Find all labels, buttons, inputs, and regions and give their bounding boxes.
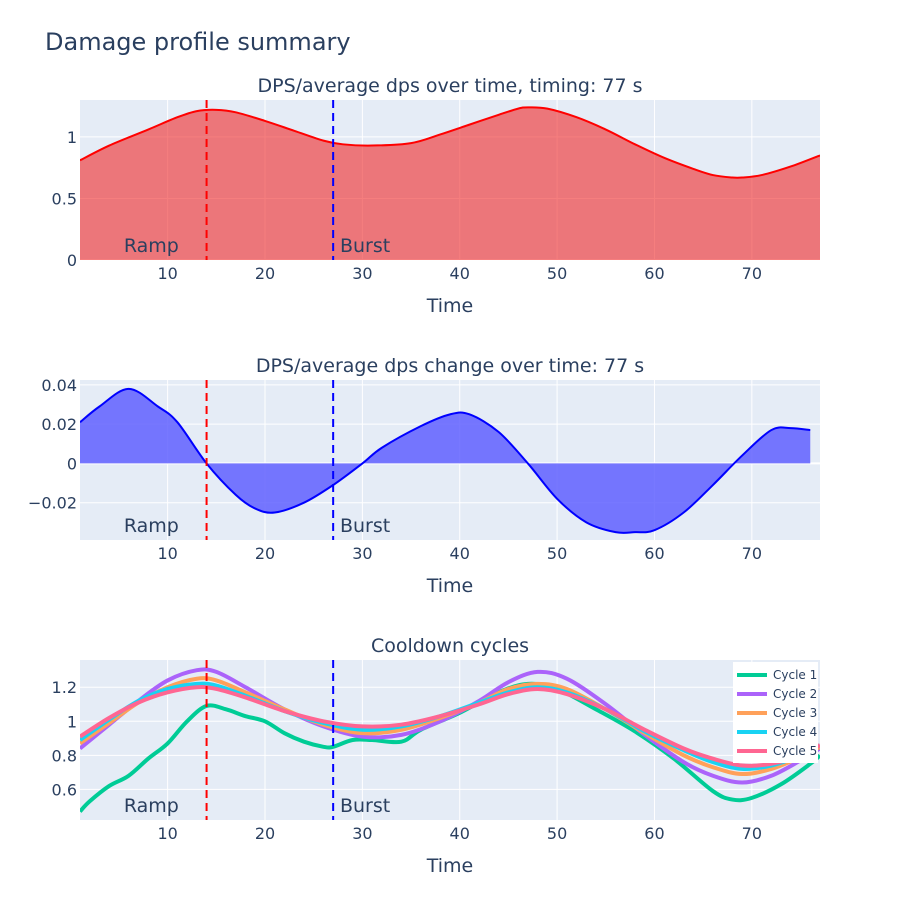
- y-tick-label: 0.04: [41, 376, 77, 395]
- x-tick-label: 30: [352, 264, 372, 283]
- marker-label: Burst: [340, 795, 390, 817]
- legend-label: Cycle 1: [773, 668, 817, 682]
- x-tick-label: 30: [352, 824, 372, 843]
- marker-label: Ramp: [124, 515, 179, 537]
- x-tick-label: 10: [157, 824, 177, 843]
- subplot-1: DPS/average dps over time, timing: 77 s 1…: [52, 75, 820, 317]
- y-tick-label: 0.02: [41, 415, 77, 434]
- y-tick-label: 1: [67, 128, 77, 147]
- figure-title: Damage profile summary: [45, 28, 351, 56]
- x-tick-label: 40: [450, 824, 470, 843]
- x-tick-label: 10: [157, 264, 177, 283]
- y-tick-label: 0.8: [52, 746, 77, 765]
- x-tick-label: 20: [255, 544, 275, 563]
- x-tick-label: 10: [157, 544, 177, 563]
- area-fill: [80, 388, 811, 533]
- x-tick-label: 30: [352, 544, 372, 563]
- legend-label: Cycle 4: [773, 725, 817, 739]
- series-group: [80, 667, 820, 813]
- x-axis-title: Time: [426, 295, 474, 317]
- y-tick-label: 0.5: [52, 189, 77, 208]
- marker-label: Burst: [340, 515, 390, 537]
- x-tick-label: 70: [742, 824, 762, 843]
- x-axis-title: Time: [426, 855, 474, 877]
- x-tick-label: 50: [547, 264, 567, 283]
- subplot-title: DPS/average dps over time, timing: 77 s: [257, 75, 642, 97]
- x-tick-label: 70: [742, 264, 762, 283]
- x-axis-title: Time: [426, 575, 474, 597]
- y-tick-label: 0.6: [52, 780, 77, 799]
- y-tick-label: 1.2: [52, 678, 77, 697]
- legend: Cycle 1 Cycle 2 Cycle 3 Cycle 4 Cycle 5: [733, 662, 818, 763]
- series-line-1: [80, 681, 820, 813]
- x-tick-label: 60: [644, 264, 664, 283]
- legend-label: Cycle 2: [773, 687, 817, 701]
- subplot-title: DPS/average dps change over time: 77 s: [256, 355, 644, 377]
- x-tick-label: 40: [450, 264, 470, 283]
- series-line-5: [80, 685, 820, 768]
- series-line: [80, 387, 811, 534]
- x-tick-label: 40: [450, 544, 470, 563]
- subplot-2: DPS/average dps change over time: 77 s 10…: [28, 355, 820, 597]
- x-tick-label: 50: [547, 544, 567, 563]
- series-line: [80, 106, 820, 179]
- marker-label: Burst: [340, 235, 390, 257]
- subplot-title: Cooldown cycles: [371, 635, 529, 657]
- x-tick-label: 60: [644, 544, 664, 563]
- x-tick-label: 60: [644, 824, 664, 843]
- x-tick-label: 70: [742, 544, 762, 563]
- series-group: [80, 387, 811, 534]
- legend-label: Cycle 5: [773, 744, 817, 758]
- y-tick-label: 1: [67, 712, 77, 731]
- area-fill: [80, 107, 820, 260]
- x-tick-label: 50: [547, 824, 567, 843]
- subplot-3: Cooldown cycles 10 20 30 40 50 60 70 0.6 0.8 1 1.2 R…: [52, 635, 820, 877]
- series-group: [80, 106, 820, 260]
- marker-label: Ramp: [124, 235, 179, 257]
- x-tick-label: 20: [255, 824, 275, 843]
- marker-label: Ramp: [124, 795, 179, 817]
- legend-label: Cycle 3: [773, 706, 817, 720]
- x-tick-label: 20: [255, 264, 275, 283]
- y-tick-label: −0.02: [28, 494, 77, 513]
- y-tick-label: 0: [67, 251, 77, 270]
- y-tick-label: 0: [67, 454, 77, 473]
